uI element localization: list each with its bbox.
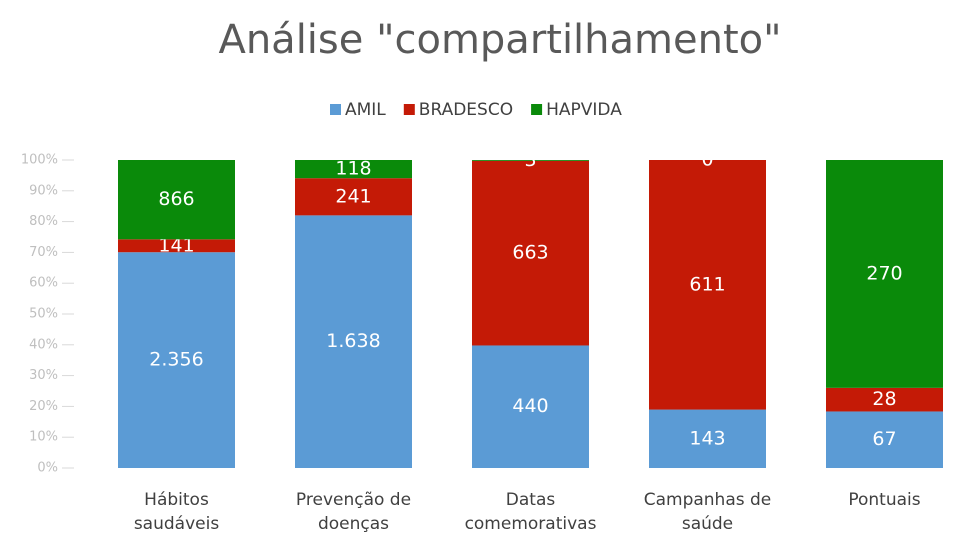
- data-label: 143: [689, 427, 725, 449]
- y-tick-label: 60%: [29, 276, 58, 291]
- y-tick-label: 100%: [21, 153, 58, 168]
- bar-segment: [472, 345, 589, 468]
- legend-label: AMIL: [345, 100, 386, 120]
- data-label: 241: [335, 185, 371, 207]
- bar-segment: [472, 160, 589, 346]
- x-tick-label: Prevenção de doenças: [295, 490, 412, 534]
- bar-segment: [649, 409, 766, 468]
- bar-segment: [295, 178, 412, 216]
- chart-title: Análise "compartilhamento": [218, 17, 781, 63]
- y-tick-label: 90%: [29, 183, 58, 198]
- bar-segment: [649, 160, 766, 410]
- data-label: 866: [158, 188, 194, 210]
- y-tick-label: 70%: [29, 245, 58, 260]
- y-tick-label: 30%: [29, 368, 58, 383]
- x-tick-label: Pontuais: [848, 490, 921, 510]
- bar-segment: [118, 160, 235, 240]
- bar-segment: [118, 239, 235, 253]
- bar-segment: [826, 160, 943, 388]
- legend-swatch: [403, 104, 415, 115]
- data-label: 118: [335, 158, 371, 180]
- y-tick-label: 40%: [29, 337, 58, 352]
- data-label: 440: [512, 395, 548, 417]
- data-label: 28: [872, 388, 896, 410]
- y-tick-label: 10%: [29, 430, 58, 445]
- data-label: 663: [512, 242, 548, 264]
- bar-segment: [826, 411, 943, 468]
- data-label: 3: [524, 149, 536, 171]
- y-tick-label: 0%: [37, 461, 58, 476]
- x-tick-label: Campanhas de saúde: [643, 490, 772, 534]
- legend-swatch: [330, 104, 341, 115]
- data-label: 2.356: [149, 349, 203, 371]
- y-tick-label: 80%: [29, 214, 58, 229]
- y-tick-label: 20%: [29, 399, 58, 414]
- data-label: 0: [701, 149, 713, 171]
- bar-segment: [295, 160, 412, 179]
- bar-segment: [826, 387, 943, 412]
- legend-swatch: [531, 104, 543, 115]
- x-tick-label: Hábitos saudáveis: [133, 490, 220, 534]
- data-label: 1.638: [326, 330, 380, 352]
- data-label: 611: [689, 273, 725, 295]
- bar-segment: [118, 252, 235, 468]
- data-label: 67: [872, 428, 896, 450]
- data-label: 141: [158, 234, 194, 256]
- bar-segment: [295, 215, 412, 468]
- legend-label: BRADESCO: [419, 100, 513, 120]
- bar-segment: [472, 160, 589, 161]
- y-tick-label: 50%: [29, 307, 58, 322]
- x-tick-label: Datas comemorativas: [464, 490, 597, 534]
- data-label: 270: [866, 262, 902, 284]
- legend-label: HAPVIDA: [546, 100, 622, 120]
